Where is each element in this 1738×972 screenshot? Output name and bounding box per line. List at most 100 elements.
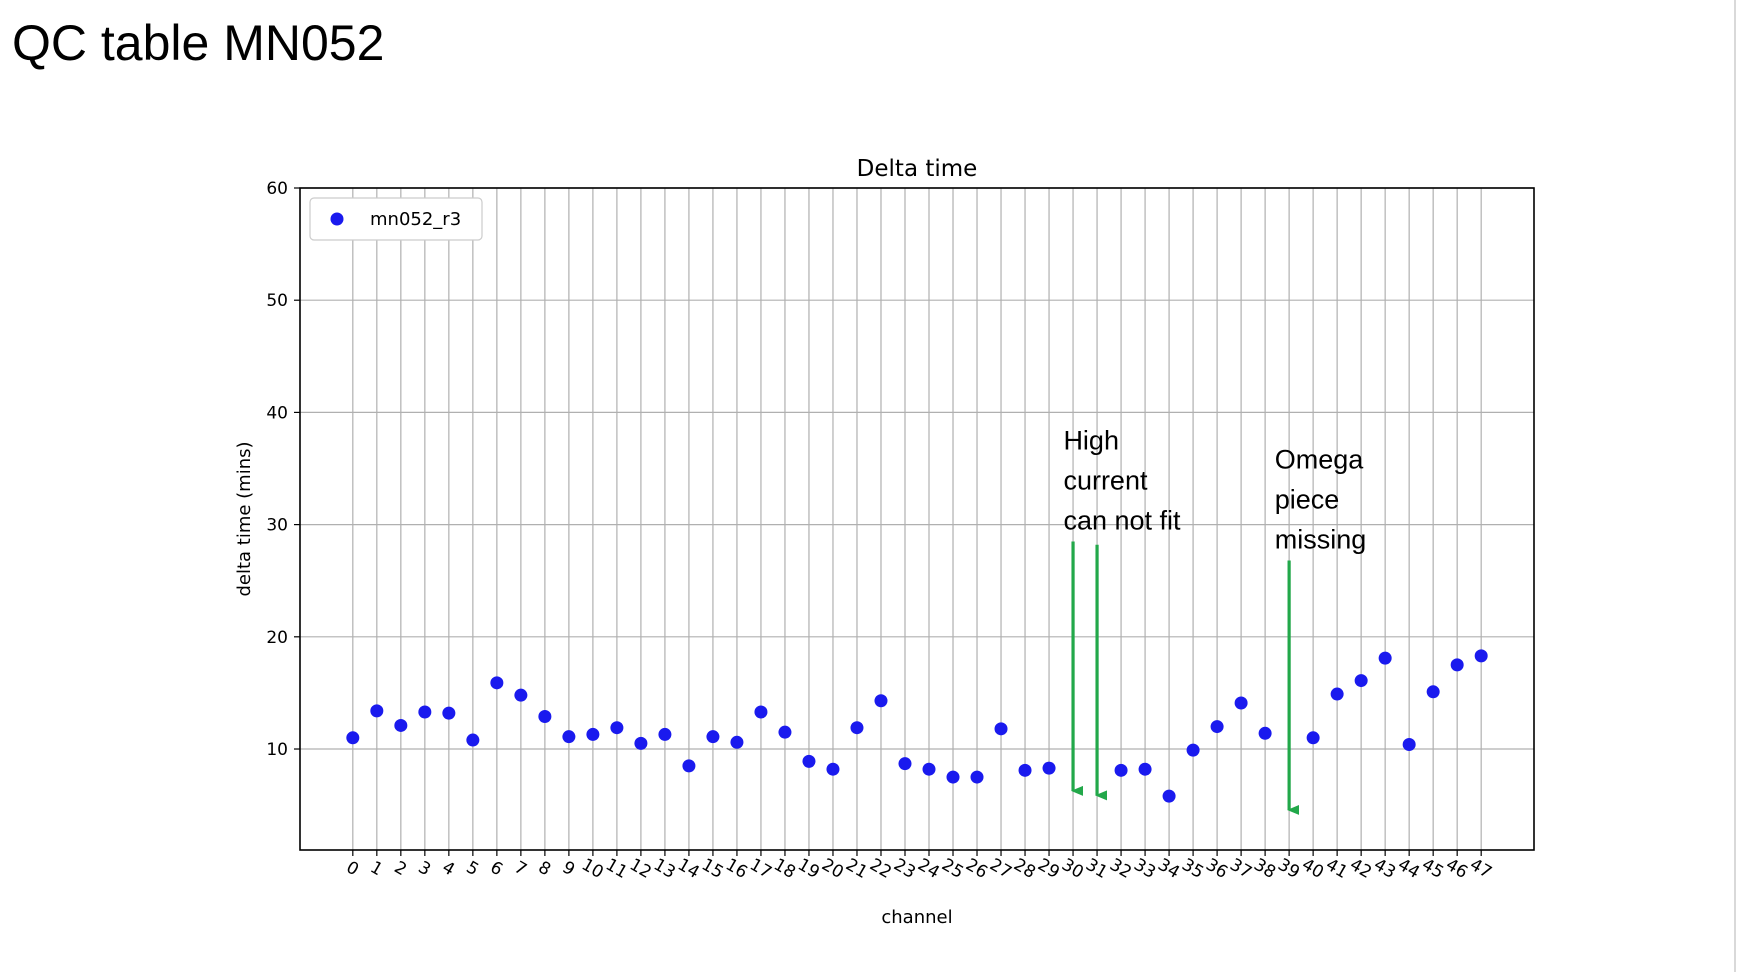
data-point: [394, 718, 408, 732]
data-point: [634, 736, 648, 750]
plot-area: [299, 187, 1535, 851]
data-point: [658, 727, 672, 741]
data-point: [586, 727, 600, 741]
data-point: [1018, 763, 1032, 777]
data-point: [1186, 743, 1200, 757]
data-point: [1306, 731, 1320, 745]
x-tick-label: 33: [1130, 855, 1159, 883]
x-tick-label: 28: [1010, 855, 1039, 883]
legend-label: mn052_r3: [370, 209, 461, 230]
data-point: [754, 705, 768, 719]
data-point: [1042, 761, 1056, 775]
x-tick-label: 37: [1226, 855, 1255, 883]
data-point: [466, 733, 480, 747]
x-tick-label: 13: [650, 855, 679, 883]
x-tick-label: 42: [1346, 855, 1375, 883]
data-point: [346, 731, 360, 745]
x-tick-label: 6: [487, 857, 506, 880]
data-point: [706, 730, 720, 744]
y-tick-label: 30: [266, 516, 288, 536]
x-tick-label: 21: [842, 855, 871, 883]
x-tick-label: 27: [986, 855, 1015, 883]
y-axis-label: delta time (mins): [234, 441, 255, 596]
legend-marker: [330, 212, 344, 226]
x-tick-label: 47: [1466, 855, 1495, 883]
data-point: [1474, 649, 1488, 663]
x-tick-label: 24: [914, 855, 943, 883]
data-point: [1426, 685, 1440, 699]
x-tick-label: 32: [1106, 855, 1135, 883]
data-point: [1330, 687, 1344, 701]
x-tick-label: 19: [794, 855, 823, 883]
x-tick-label: 36: [1202, 855, 1231, 883]
x-tick-label: 23: [890, 855, 919, 883]
x-tick-label: 34: [1154, 855, 1183, 883]
data-point: [994, 722, 1008, 736]
x-tick-label: 29: [1034, 855, 1063, 883]
x-tick-label: 25: [938, 855, 967, 883]
x-tick-label: 18: [770, 855, 799, 883]
legend-box: [309, 197, 483, 241]
data-point: [850, 721, 864, 735]
data-point: [1138, 762, 1152, 776]
x-tick-label: 26: [962, 855, 991, 883]
data-point: [442, 706, 456, 720]
data-point: [778, 725, 792, 739]
annotation-text: piece: [1275, 485, 1340, 515]
x-tick-label: 40: [1298, 855, 1327, 883]
x-axis-label: channel: [881, 907, 952, 928]
annotation-text: Omega: [1275, 445, 1365, 475]
data-point: [922, 762, 936, 776]
x-tick-label: 16: [722, 855, 751, 883]
data-point: [1402, 738, 1416, 752]
data-point: [514, 688, 528, 702]
y-tick-label: 50: [266, 291, 288, 311]
y-tick-label: 40: [266, 403, 288, 423]
data-point: [418, 705, 432, 719]
x-tick-label: 17: [746, 855, 775, 883]
data-point: [1114, 763, 1128, 777]
annotation-text: High: [1063, 425, 1119, 455]
x-tick-label: 31: [1082, 855, 1111, 883]
data-point: [682, 759, 696, 773]
annotation-text: can not fit: [1063, 505, 1181, 535]
x-tick-label: 43: [1370, 855, 1399, 883]
slide-right-border: [1734, 0, 1736, 972]
data-point: [898, 757, 912, 771]
x-tick-label: 1: [367, 857, 386, 880]
x-tick-label: 15: [698, 855, 727, 883]
x-tick-label: 35: [1178, 855, 1207, 883]
legend: mn052_r3: [309, 197, 483, 241]
data-point: [826, 762, 840, 776]
data-point: [370, 704, 384, 718]
x-tick-label: 30: [1058, 855, 1087, 883]
data-point: [1162, 789, 1176, 803]
data-point: [1354, 674, 1368, 688]
x-tick-label: 14: [674, 855, 703, 883]
y-tick-label: 60: [266, 179, 288, 199]
x-tick-label: 7: [511, 857, 530, 880]
data-points: [346, 649, 1488, 803]
x-tick-label: 5: [463, 857, 482, 880]
data-point: [946, 770, 960, 784]
data-point: [802, 754, 816, 768]
x-tick-label: 44: [1394, 855, 1423, 883]
annotation-text: current: [1063, 465, 1148, 495]
x-tick-label: 3: [415, 857, 434, 880]
annotation-text: missing: [1275, 525, 1367, 555]
x-tick-label: 11: [602, 855, 631, 883]
x-tick-label: 39: [1274, 855, 1303, 883]
x-tick-label: 10: [578, 855, 607, 883]
grid: [300, 187, 1534, 850]
data-point: [562, 730, 576, 744]
data-point: [1378, 651, 1392, 665]
x-tick-label: 8: [535, 857, 554, 880]
data-point: [1210, 720, 1224, 734]
x-tick-label: 4: [439, 857, 458, 880]
x-tick-label: 41: [1322, 855, 1351, 883]
x-tick-label: 45: [1418, 855, 1447, 883]
data-point: [1234, 696, 1248, 710]
x-tick-label: 22: [866, 855, 895, 883]
slide-title: QC table MN052: [12, 15, 385, 71]
x-tick-label: 46: [1442, 855, 1471, 883]
